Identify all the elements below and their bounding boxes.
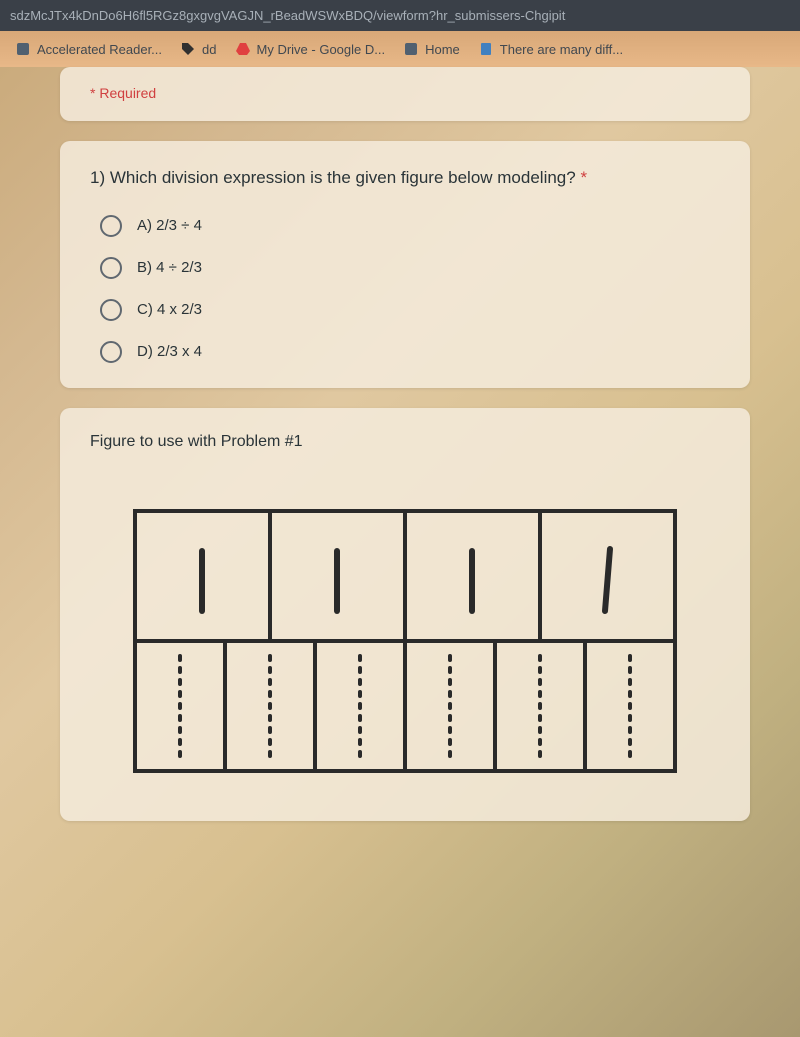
bookmark-accelerated-reader[interactable]: Accelerated Reader... bbox=[15, 41, 162, 57]
bookmark-there-are-many[interactable]: There are many diff... bbox=[478, 41, 623, 57]
bookmark-label: There are many diff... bbox=[500, 42, 623, 57]
option-c[interactable]: C) 4 x 2/3 bbox=[100, 299, 720, 321]
figure-card: Figure to use with Problem #1 bbox=[60, 408, 750, 821]
option-label: D) 2/3 x 4 bbox=[137, 343, 202, 360]
required-label: Required bbox=[90, 85, 156, 101]
question-card: 1) Which division expression is the give… bbox=[60, 141, 750, 388]
bookmark-label: Home bbox=[425, 42, 460, 57]
option-a[interactable]: A) 2/3 ÷ 4 bbox=[100, 215, 720, 237]
bookmark-home[interactable]: Home bbox=[403, 41, 460, 57]
option-d[interactable]: D) 2/3 x 4 bbox=[100, 341, 720, 363]
bookmarks-bar: Accelerated Reader... dd My Drive - Goog… bbox=[0, 31, 800, 67]
url-bar: sdzMcJTx4kDnDo6H6fl5RGz8gxgvgVAGJN_rBead… bbox=[0, 0, 800, 31]
home-app-icon bbox=[403, 41, 419, 57]
url-text: sdzMcJTx4kDnDo6H6fl5RGz8gxgvgVAGJN_rBead… bbox=[10, 8, 565, 23]
doc-icon bbox=[478, 41, 494, 57]
app-icon bbox=[15, 41, 31, 57]
option-label: C) 4 x 2/3 bbox=[137, 301, 202, 318]
content-area: Required 1) Which division expression is… bbox=[0, 67, 800, 861]
radio-icon bbox=[100, 299, 122, 321]
figure-diagram bbox=[125, 501, 685, 781]
question-number: 1) bbox=[90, 168, 105, 187]
figure-title: Figure to use with Problem #1 bbox=[90, 433, 720, 451]
radio-icon bbox=[100, 257, 122, 279]
question-text: 1) Which division expression is the give… bbox=[90, 166, 720, 190]
options-list: A) 2/3 ÷ 4 B) 4 ÷ 2/3 C) 4 x 2/3 D) 2/3 … bbox=[90, 215, 720, 363]
figure-container bbox=[90, 501, 720, 781]
radio-icon bbox=[100, 215, 122, 237]
tag-icon bbox=[180, 41, 196, 57]
option-label: B) 4 ÷ 2/3 bbox=[137, 259, 202, 276]
option-b[interactable]: B) 4 ÷ 2/3 bbox=[100, 257, 720, 279]
required-card: Required bbox=[60, 67, 750, 121]
required-asterisk: * bbox=[580, 168, 587, 187]
option-label: A) 2/3 ÷ 4 bbox=[137, 217, 202, 234]
question-body: Which division expression is the given f… bbox=[110, 168, 576, 187]
bookmark-label: My Drive - Google D... bbox=[257, 42, 386, 57]
radio-icon bbox=[100, 341, 122, 363]
bookmark-label: dd bbox=[202, 42, 216, 57]
drive-icon bbox=[235, 41, 251, 57]
bookmark-label: Accelerated Reader... bbox=[37, 42, 162, 57]
bookmark-my-drive[interactable]: My Drive - Google D... bbox=[235, 41, 386, 57]
bookmark-dd[interactable]: dd bbox=[180, 41, 216, 57]
